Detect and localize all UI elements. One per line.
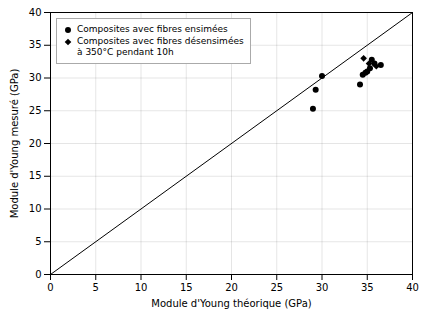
svg-text:40: 40 [406, 282, 419, 293]
svg-text:20: 20 [29, 138, 42, 149]
svg-text:25: 25 [270, 282, 283, 293]
svg-text:25: 25 [29, 105, 42, 116]
svg-text:10: 10 [29, 203, 42, 214]
svg-text:30: 30 [316, 282, 329, 293]
svg-text:10: 10 [135, 282, 148, 293]
svg-text:Module d'Young mesuré (GPa): Module d'Young mesuré (GPa) [9, 69, 20, 219]
svg-text:30: 30 [29, 72, 42, 83]
svg-text:35: 35 [29, 39, 42, 50]
svg-text:15: 15 [29, 170, 42, 181]
svg-text:5: 5 [35, 236, 41, 247]
html-text:Composites avec fibres ensimée: Composites avec fibres ensimées [77, 24, 228, 34]
svg-text:40: 40 [29, 7, 42, 18]
svg-text:35: 35 [361, 282, 374, 293]
html-text:Composites avec fibres désensi: Composites avec fibres désensimées à 350… [77, 36, 244, 57]
svg-text:15: 15 [180, 282, 193, 293]
svg-text:Module d'Young théorique (GPa): Module d'Young théorique (GPa) [151, 298, 312, 309]
svg-text:0: 0 [47, 282, 53, 293]
svg-text:0: 0 [35, 269, 41, 280]
svg-text:5: 5 [93, 282, 99, 293]
svg-text:20: 20 [225, 282, 238, 293]
